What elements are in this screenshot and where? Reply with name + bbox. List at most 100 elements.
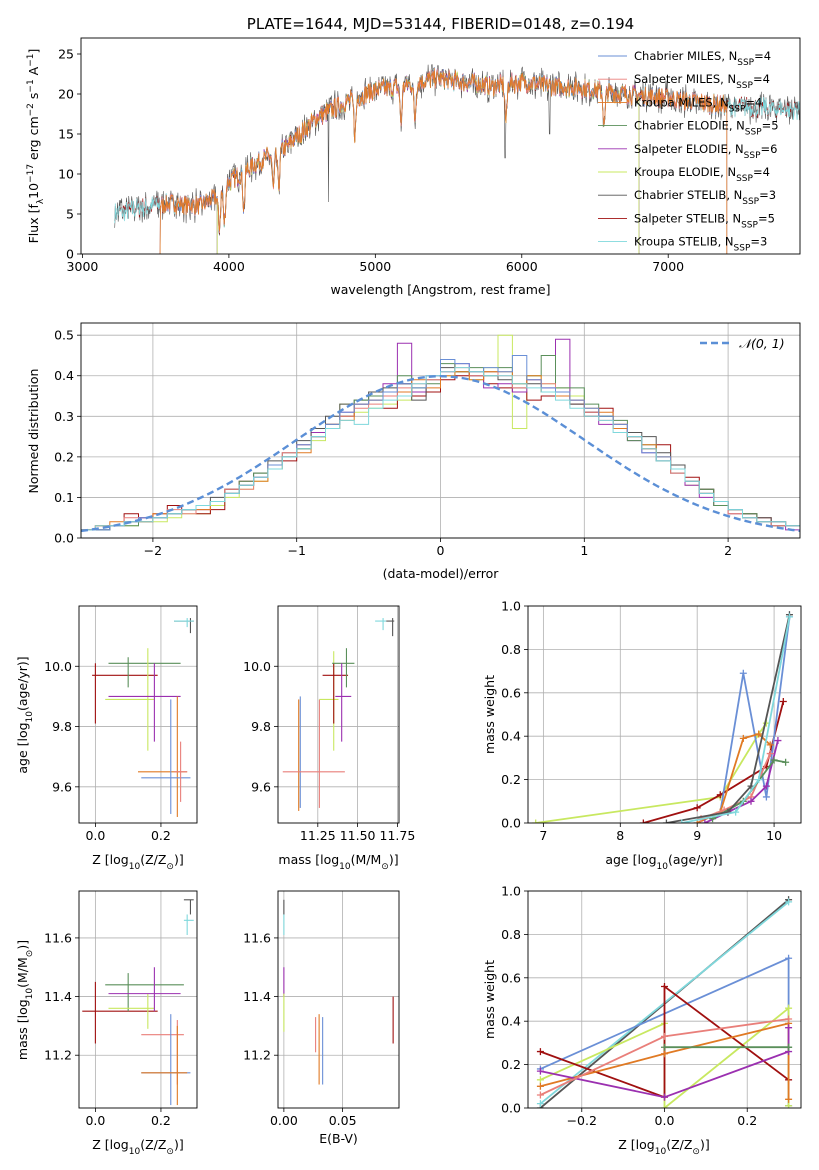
spectrum-ylabel: Flux [fλ10−17 erg cm−2 s−1 A−1] (26, 49, 46, 244)
z-weight-marker (661, 982, 668, 990)
mass-age-axes: 11.25 11.50 11.75 9.6 9.8 10.0 mass [log10(M/M… (243, 605, 415, 872)
label-run: SSP (737, 58, 754, 68)
z-age-border (78, 605, 198, 824)
z-age-plot-area (92, 618, 194, 817)
age-weight-marker (755, 776, 763, 784)
z-age-xtick-label: 0.0 (85, 828, 105, 843)
mass-age-xtick-label: 11.50 (340, 828, 376, 843)
label-run: ⊙ (692, 1147, 700, 1157)
label-run: (Z/Z (666, 1137, 692, 1152)
z-age-ylabel: age [log10(age/yr)] (15, 656, 35, 773)
label-run: SSP (729, 104, 746, 114)
z-weight-marker (785, 898, 793, 906)
age-weight-xlabel: age [log10(age/yr)] (605, 852, 722, 872)
z-weight-ytick-label: 0.8 (501, 927, 521, 942)
label-run: age [log (605, 852, 656, 867)
mass-age-grid (278, 606, 399, 823)
label-run: Z [log (92, 1137, 128, 1152)
z-age-ytick-label: 10.0 (44, 659, 72, 674)
label-run: ⊙ (166, 1147, 174, 1157)
label-run: 10 (25, 711, 35, 723)
mass-age-plot-area (282, 618, 395, 811)
age-weight-line-kroupa-stelib (681, 616, 791, 823)
age-weight-marker (770, 756, 778, 764)
z-weight-axes: −0.2 0.0 0.2 0.0 0.2 0.4 0.6 0.8 1.0 mass weight Z… (482, 884, 802, 1157)
spectrum-ytick-label: 25 (58, 47, 74, 62)
age-weight-marker (762, 782, 770, 790)
age-weight-marker (755, 730, 763, 738)
z-weight-marker (661, 1093, 668, 1101)
label-run: Chabrier ELODIE, N (634, 119, 745, 133)
age-weight-ylabel: mass weight (482, 675, 497, 754)
label-run: SSP (736, 81, 753, 91)
spectrum-ytick-label: 10 (58, 167, 74, 182)
spectrum-frame: 3000 4000 5000 6000 7000 0 5 10 15 20 25 wavelength… (26, 37, 801, 297)
z-mass-ytick-label: 11.2 (44, 1048, 72, 1063)
ebv-mass-grid (278, 891, 399, 1108)
label-run: SSP (742, 197, 759, 207)
label-run: ⊙ (25, 950, 35, 958)
label-run: )] (700, 1137, 710, 1152)
label-run: Chabrier STELIB, N (634, 188, 742, 202)
residuals-ytick-label: 0.4 (54, 368, 74, 383)
label-run: −2 (26, 103, 36, 116)
age-weight-grid (528, 605, 801, 824)
label-run: SSP (745, 128, 762, 138)
spectrum-ytick-label: 0 (66, 247, 74, 262)
label-run: =3 (759, 188, 776, 202)
label-run: −17 (26, 164, 36, 183)
z-age-xtick-label: 0.2 (151, 828, 171, 843)
legend-label-salpeter-miles: Salpeter MILES, NSSP=4 (634, 72, 770, 91)
label-run: Kroupa STELIB, N (634, 235, 734, 249)
label-run: Salpeter STELIB, N (634, 211, 741, 225)
z-weight-ylabel: mass weight (482, 960, 497, 1039)
z-weight-marker (661, 1050, 668, 1058)
z-age-xlabel: Z [log10(Z/Z⊙)] (92, 852, 183, 872)
age-weight-xtick-label: 7 (539, 828, 547, 843)
residuals-xtick-label: 1 (580, 543, 588, 558)
z-weight-line-salpeter-stelib (540, 984, 790, 1099)
residuals-axes: −2 −1 0 1 2 0.0 0.1 0.2 0.3 0.4 0.5 (data-model)/er… (26, 322, 801, 581)
label-run: =4 (753, 165, 770, 179)
age-weight-marker (785, 613, 793, 621)
spectrum-xlabel: wavelength [Angstrom, rest frame] (330, 282, 550, 297)
label-run: (age/yr)] (15, 656, 30, 711)
ebv-mass-xtick-label: 0.05 (329, 1113, 357, 1128)
z-weight-frame: −0.2 0.0 0.2 0.0 0.2 0.4 0.6 0.8 1.0 mass weight Z… (482, 884, 802, 1157)
label-run: (Z/Z (140, 1137, 166, 1152)
mass-age-border (277, 605, 400, 824)
label-run: age [log (15, 722, 30, 773)
legend-label-chabrier-miles: Chabrier MILES, NSSP=4 (634, 49, 771, 68)
label-run: )] (389, 852, 399, 867)
label-run: SSP (744, 151, 761, 161)
label-run: =4 (745, 95, 762, 109)
z-weight-marker (536, 1067, 544, 1075)
z-mass-ytick-label: 11.6 (44, 930, 72, 945)
z-mass-ytick-label: 11.4 (44, 989, 72, 1004)
label-run: (Z/Z (140, 852, 166, 867)
z-weight-marker (536, 1082, 544, 1090)
label-run: 10 (25, 988, 35, 1000)
z-mass-xlabel: Z [log10(Z/Z⊙)] (92, 1137, 183, 1157)
residuals-ytick-label: 0.5 (54, 328, 74, 343)
ebv-mass-ytick-label: 11.4 (243, 989, 271, 1004)
age-weight-marker (701, 819, 709, 823)
z-age-ytick-label: 9.6 (52, 779, 72, 794)
age-weight-marker (639, 819, 647, 823)
z-mass-frame: 0.0 0.211.211.411.6Z [log10(Z/Z⊙)]mass [l… (15, 890, 198, 1157)
z-age-axes: 0.0 0.29.69.810.0Z [log10(Z/Z⊙)]age [log1… (15, 605, 198, 872)
residuals-grid (81, 323, 800, 539)
z-weight-marker (661, 1043, 668, 1051)
z-weight-ytick-label: 0.4 (501, 1014, 521, 1029)
z-weight-marker (785, 1024, 793, 1032)
residuals-plot-area (81, 334, 800, 538)
age-weight-marker (762, 793, 770, 801)
age-weight-axes: 7 8 9 10 0.0 0.2 0.4 0.6 0.8 1.0 mass weight age [l… (482, 599, 802, 872)
ebv-mass-border (277, 890, 400, 1109)
label-run: 10 (339, 862, 351, 872)
age-weight-marker (739, 669, 747, 677)
z-weight-marker (785, 954, 793, 962)
label-run: A (26, 66, 41, 79)
ebv-mass-ytick-label: 11.6 (243, 930, 271, 945)
